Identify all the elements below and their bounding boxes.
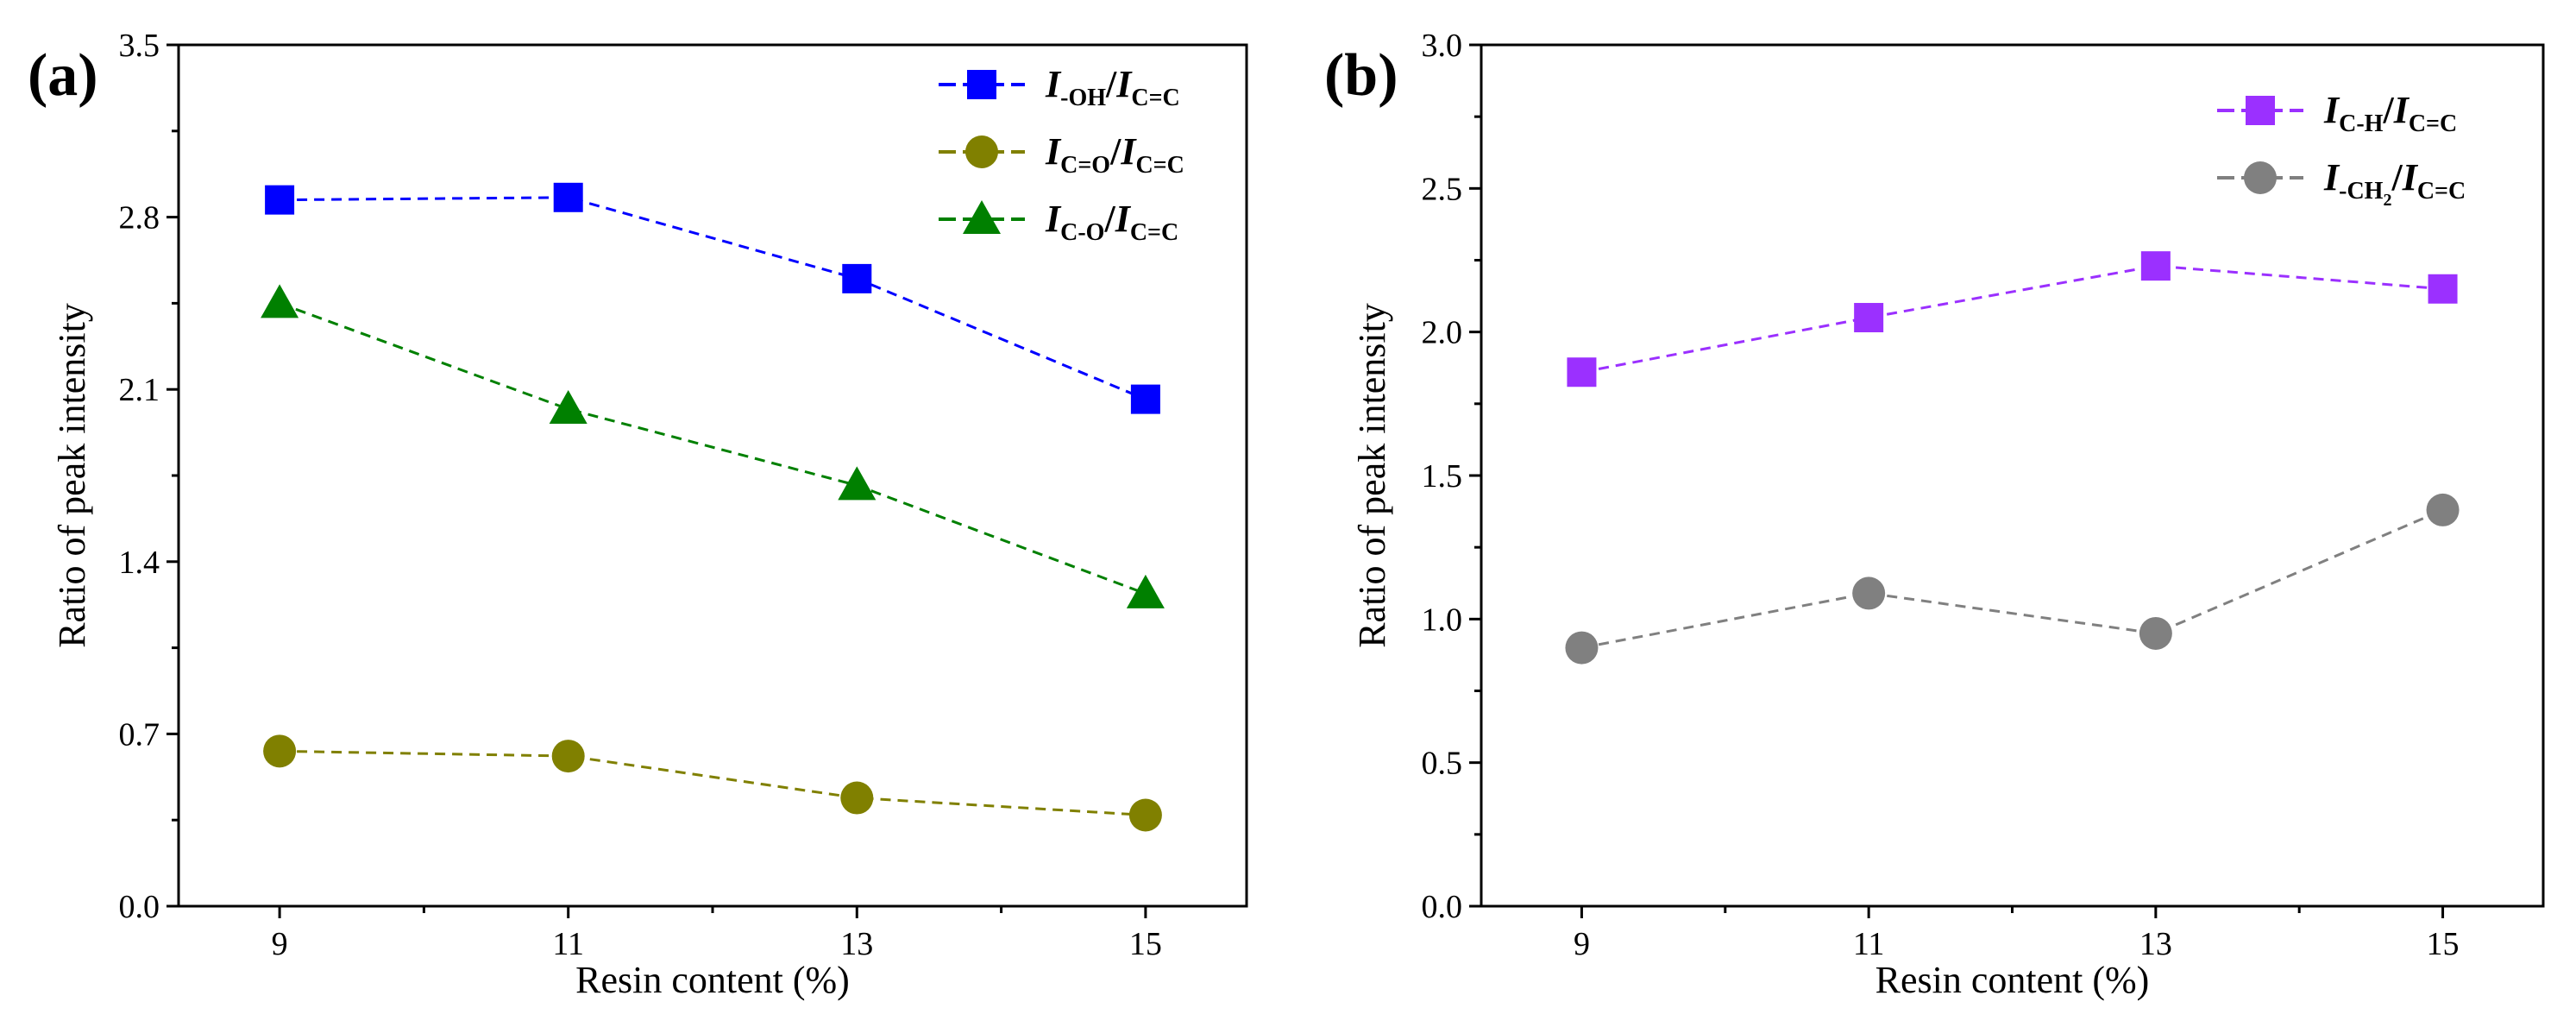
- legend-marker: [963, 200, 1001, 234]
- x-axis-title: Resin content (%): [575, 959, 850, 1001]
- legend-marker: [965, 135, 998, 168]
- x-tick-label: 9: [1574, 926, 1590, 962]
- y-tick-label: 2.8: [119, 200, 160, 236]
- series-line: [279, 301, 1147, 595]
- legend-label: I-CH2/IC=C: [2323, 156, 2466, 210]
- series-line: [1581, 264, 2443, 374]
- data-point: [549, 390, 587, 425]
- legend-entry-2: IC-O/IC=C: [939, 198, 1178, 246]
- series-0: [1567, 251, 2458, 387]
- y-tick-label: 0.7: [119, 716, 160, 753]
- series-line: [1581, 508, 2444, 650]
- legend-entry-1: IC=O/IC=C: [939, 130, 1184, 179]
- data-point: [551, 740, 585, 773]
- series-1: [263, 734, 1162, 832]
- data-point: [2428, 274, 2458, 304]
- y-tick-label: 2.5: [1422, 171, 1463, 207]
- x-tick-label: 9: [272, 926, 288, 962]
- plot-frame: [1480, 43, 2545, 908]
- panel-a: 0.0 0.7 1.4 2.1 2.8 3.5 9 11 13 15 Resin content (…: [28, 28, 1248, 1001]
- data-point: [553, 182, 583, 212]
- series-2: [261, 284, 1165, 608]
- legend-label: I-OH/IC=C: [1045, 63, 1180, 111]
- legend-marker: [2244, 161, 2277, 194]
- data-point: [840, 781, 874, 815]
- panel-label: (a): [28, 42, 98, 109]
- legend-entry-0: IC-H/IC=C: [2217, 89, 2457, 137]
- legend-marker: [2246, 96, 2275, 125]
- x-tick-label: 11: [1853, 926, 1885, 962]
- x-tick-label: 13: [2139, 926, 2172, 962]
- panel-b: 0.0 0.5 1.0 1.5 2.0 2.5 3.0 9 11 13 15 Resin conten…: [1324, 28, 2545, 1001]
- data-point: [1126, 574, 1165, 608]
- x-tick-label: 15: [2427, 926, 2460, 962]
- data-point: [2426, 493, 2460, 526]
- legend-label: IC-H/IC=C: [2323, 89, 2457, 137]
- data-point: [1128, 798, 1162, 832]
- y-axis-title: Ratio of peak intensity: [51, 303, 93, 648]
- data-point: [842, 263, 872, 293]
- x-axis-title: Resin content (%): [1875, 959, 2150, 1001]
- data-point: [265, 185, 295, 215]
- data-point: [2139, 616, 2172, 650]
- data-point: [1567, 357, 1597, 387]
- data-point: [1130, 384, 1160, 414]
- y-tick-label: 1.4: [119, 545, 160, 581]
- series-line: [280, 196, 1147, 400]
- y-tick-label: 3.0: [1422, 28, 1463, 64]
- series-1: [1565, 493, 2460, 665]
- legend-label: IC=O/IC=C: [1045, 130, 1184, 179]
- data-point: [838, 466, 876, 501]
- series-0: [265, 182, 1160, 414]
- y-tick-label: 0.5: [1422, 746, 1463, 782]
- legend-entry-0: I-OH/IC=C: [939, 63, 1180, 111]
- legend-label: IC-O/IC=C: [1045, 198, 1178, 246]
- y-tick-label: 1.5: [1422, 458, 1463, 495]
- data-point: [1565, 631, 1599, 665]
- legend-entry-1: I-CH2/IC=C: [2217, 156, 2466, 210]
- data-point: [261, 284, 299, 318]
- y-tick-label: 0.0: [119, 889, 160, 925]
- y-tick-label: 3.5: [119, 28, 160, 64]
- y-tick-label: 1.0: [1422, 602, 1463, 638]
- series-line: [280, 749, 1146, 816]
- y-tick-label: 0.0: [1422, 889, 1463, 925]
- y-tick-label: 2.0: [1422, 315, 1463, 351]
- x-tick-label: 11: [552, 926, 584, 962]
- data-point: [2140, 251, 2171, 281]
- data-point: [1852, 577, 1886, 610]
- panel-label: (b): [1324, 42, 1398, 109]
- y-axis-title: Ratio of peak intensity: [1351, 303, 1393, 648]
- legend-marker: [967, 70, 996, 99]
- x-tick-label: 13: [840, 926, 873, 962]
- y-tick-label: 2.1: [119, 372, 160, 408]
- data-point: [1854, 303, 1884, 333]
- x-tick-label: 15: [1129, 926, 1162, 962]
- data-point: [263, 734, 297, 768]
